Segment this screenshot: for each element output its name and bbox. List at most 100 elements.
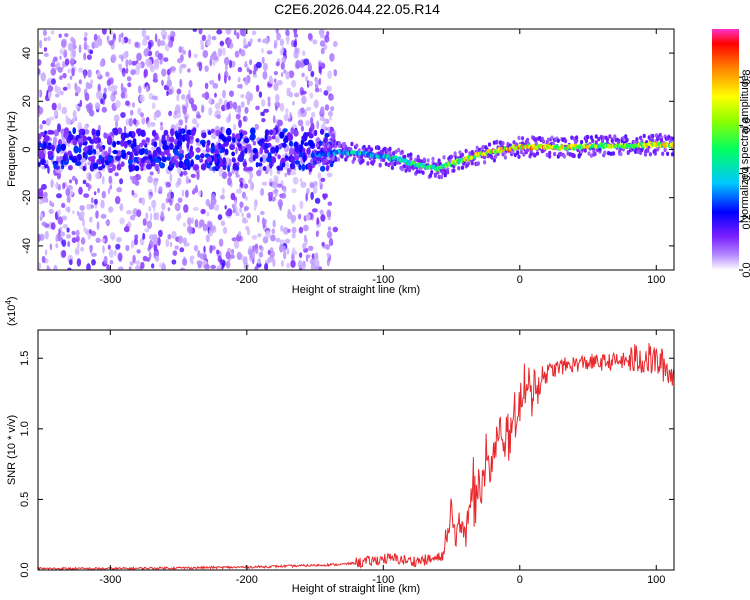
spectrogram-noise-cell xyxy=(300,63,304,69)
spectrogram-noise-cell xyxy=(160,121,163,127)
spectrogram-noise-cell xyxy=(243,166,249,172)
spectrogram-noise-cell xyxy=(173,155,179,160)
spectrogram-noise-cell xyxy=(147,175,154,184)
spectrogram-noise-cell xyxy=(324,118,330,125)
spectrogram-noise-cell xyxy=(247,166,254,172)
spectrogram-noise-cell xyxy=(271,196,276,202)
spectrogram-noise-cell xyxy=(302,242,307,250)
spectrogram-noise-cell xyxy=(61,239,67,247)
spectrogram-noise-cell xyxy=(255,247,259,254)
spectrogram-noise-cell xyxy=(251,30,257,36)
spectrogram-noise-cell xyxy=(291,226,297,234)
spectrogram-noise-cell xyxy=(293,129,299,137)
spectrogram-noise-cell xyxy=(190,145,193,152)
spectrogram-noise-cell xyxy=(262,62,268,72)
spectrogram-noise-cell xyxy=(132,147,137,153)
spectrogram-noise-cell xyxy=(172,147,176,154)
spectrogram-noise-cell xyxy=(279,38,284,47)
spectrogram-noise-cell xyxy=(271,228,276,235)
spectrogram-noise-cell xyxy=(225,127,232,136)
spectrogram-noise-cell xyxy=(150,161,156,167)
spectrogram-noise-cell xyxy=(79,205,85,211)
spectrogram-noise-cell xyxy=(114,196,121,205)
spectrogram-noise-cell xyxy=(225,251,231,260)
spectrogram-noise-cell xyxy=(128,117,133,127)
spectrogram-noise-cell xyxy=(185,189,189,198)
spectrogram-ridge-halo xyxy=(357,148,361,153)
spectrogram-ridge-halo xyxy=(458,150,462,155)
spectrogram-noise-cell xyxy=(90,79,94,85)
spectrogram-ridge-halo xyxy=(608,134,612,139)
spectrogram-noise-cell xyxy=(80,209,85,218)
spectrogram-noise-cell xyxy=(148,194,152,200)
spectrogram-noise-cell xyxy=(53,162,57,170)
spectrogram-noise-cell xyxy=(152,149,158,158)
spectrogram-noise-cell xyxy=(308,164,313,173)
spectrogram-noise-cell xyxy=(71,237,77,244)
spectrogram-noise-cell xyxy=(222,226,228,234)
spectrogram-noise-cell xyxy=(59,55,62,60)
spectrogram-noise-cell xyxy=(62,86,68,91)
spectrogram-noise-cell xyxy=(123,125,127,133)
spectrogram-noise-cell xyxy=(96,221,100,231)
spectrogram-ridge-halo xyxy=(626,150,630,155)
spectrogram-noise-cell xyxy=(209,244,213,254)
spectrogram-noise-cell xyxy=(117,252,123,262)
spectrogram-noise-cell xyxy=(56,61,61,68)
spectrogram-noise-cell xyxy=(69,259,73,266)
spectrogram-noise-cell xyxy=(257,38,262,43)
spectrogram-noise-cell xyxy=(136,62,142,69)
spectrogram-ridge-halo xyxy=(666,151,670,156)
spectrogram-noise-cell xyxy=(141,139,146,146)
spectrogram-noise-cell xyxy=(300,125,304,132)
spectrogram-noise-cell xyxy=(67,150,72,156)
spectrogram-noise-cell xyxy=(230,248,235,255)
spectrogram-noise-cell xyxy=(252,69,257,75)
spectrogram-noise-cell xyxy=(216,29,223,35)
spectrogram-noise-cell xyxy=(219,41,225,46)
spectrogram-noise-cell xyxy=(126,209,132,215)
spectrogram-noise-cell xyxy=(192,187,199,193)
spectrogram-noise-cell xyxy=(120,82,124,92)
spectrogram-noise-cell xyxy=(136,249,141,254)
spectrogram-noise-cell xyxy=(237,156,242,162)
spectrogram-noise-cell xyxy=(326,172,333,178)
spectrogram-noise-cell xyxy=(83,193,90,199)
spectrogram-noise-cell xyxy=(237,66,243,73)
spectrogram-noise-cell xyxy=(72,127,76,135)
spectrogram-noise-cell xyxy=(53,264,58,270)
spectrogram-noise-cell xyxy=(117,127,123,135)
spectrogram-noise-cell xyxy=(133,118,137,125)
spectrogram-noise-cell xyxy=(181,94,186,100)
spectrogram-noise-cell xyxy=(224,205,227,210)
spectrogram-noise-cell xyxy=(326,209,332,218)
spectrogram-noise-cell xyxy=(176,214,179,221)
spectrogram-ridge-halo xyxy=(464,148,468,154)
spectrogram-ridge-halo xyxy=(514,142,519,147)
spectrogram-ridge-halo xyxy=(589,153,594,158)
spectrogram-noise-cell xyxy=(262,166,267,171)
spectrogram-noise-cell xyxy=(150,122,156,127)
spectrogram-noise-cell xyxy=(87,149,93,156)
spectrogram-noise-cell xyxy=(221,171,228,179)
spectrogram-noise-cell xyxy=(92,162,99,170)
spectrogram-noise-cell xyxy=(130,240,135,249)
spectrogram-noise-cell xyxy=(45,197,49,204)
spectrogram-noise-cell xyxy=(242,191,246,199)
spectrogram-noise-cell xyxy=(178,153,184,159)
spectrogram-noise-cell xyxy=(292,247,296,255)
spectrogram-noise-cell xyxy=(129,154,133,160)
spectrogram-noise-cell xyxy=(83,52,87,61)
spectrogram-noise-cell xyxy=(71,58,75,64)
spectrogram-noise-cell xyxy=(65,187,71,197)
spectrogram-noise-cell xyxy=(300,107,305,114)
spectrogram-noise-cell xyxy=(169,66,176,72)
spectrogram-noise-cell xyxy=(169,241,173,248)
spectrogram-noise-cell xyxy=(161,79,164,86)
spectrogram-noise-cell xyxy=(77,137,84,145)
spectrogram-noise-cell xyxy=(232,123,237,131)
spectrogram-noise-cell xyxy=(75,235,80,243)
spectrogram-noise-cell xyxy=(308,62,312,71)
spectrogram-ridge-halo xyxy=(501,152,505,157)
colorbar-ticks: 0.0 0.2 0.4 0.6 0.8 xyxy=(739,70,750,278)
